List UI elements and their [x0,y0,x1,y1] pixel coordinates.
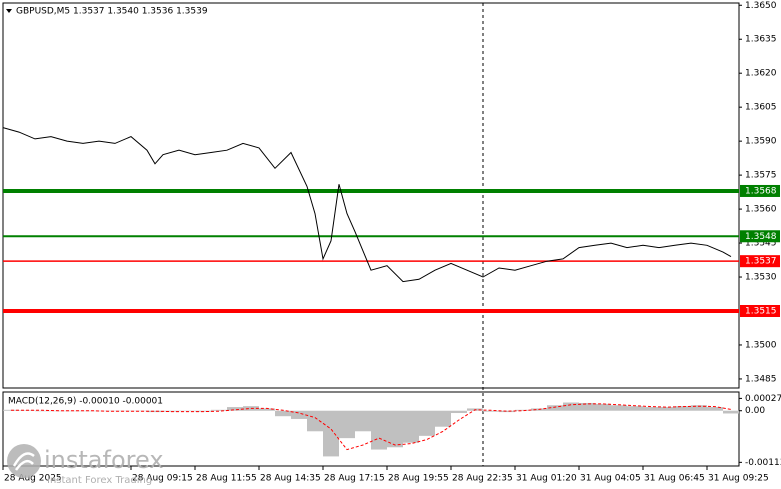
logo-name: instaforex [44,446,164,474]
price-panel [2,2,740,389]
macd-bar [131,410,147,412]
macd-bar [387,410,403,448]
y-tick-label: 1.3530 [745,273,777,283]
macd-bar [403,410,419,443]
x-tick-label: 28 Aug 09:15 [132,474,193,484]
macd-bar [675,406,691,411]
macd-bar [51,410,67,412]
x-tick-label: 31 Aug 06:45 [644,474,705,484]
macd-bar [659,407,675,411]
x-tick-label: 28 Aug 17:15 [324,474,385,484]
level-label-box [740,230,780,243]
macd-bar [579,402,595,411]
macd-bar [419,410,435,436]
y-tick-label: 0.00027 [745,394,781,404]
macd-bar [323,410,339,457]
y-tick-label: 1.3605 [745,103,777,113]
macd-panel [2,391,740,467]
y-tick-label: -0.00113 [745,458,781,468]
logo: instaforex Instant Forex Trading [7,444,164,486]
macd-bar [291,410,307,419]
x-tick-label: 28 Aug 14:35 [260,474,321,484]
macd-title: MACD(12,26,9) -0.00010 -0.00001 [8,397,163,407]
x-tick-label: 28 Aug 19:55 [388,474,449,484]
price-line [2,127,732,283]
macd-bar [339,410,355,439]
macd-bar [451,410,467,414]
macd-bar [723,410,739,414]
macd-bar [435,410,451,427]
y-tick-label: 1.3650 [745,1,777,11]
x-tick-label: 28 Aug 22:35 [452,474,513,484]
macd-bar [499,410,515,413]
macd-bar [547,405,563,411]
macd-bar [627,406,643,411]
x-tick-label: 28 Aug 11:55 [196,474,257,484]
chart-title: GBPUSD,M5 1.3537 1.3540 1.3536 1.3539 [16,7,208,17]
macd-bar [211,409,227,411]
macd-bar [227,407,243,411]
macd-bar [691,405,707,411]
y-tick-label: 1.3590 [745,137,777,147]
logo-icon [12,452,35,471]
macd-bar [563,402,579,411]
macd-bar [307,410,323,432]
y-tick-label: 1.3485 [745,374,777,384]
y-tick-label: 1.3560 [745,205,777,215]
macd-bar [275,410,291,417]
title-arrow [6,9,12,13]
level-label: 1.3537 [745,257,777,267]
macd-bar [67,410,83,412]
level-label-box [740,305,780,317]
macd-bar [179,410,195,412]
level-label: 1.3568 [745,186,777,196]
macd-bar [147,410,163,413]
macd-bar [371,410,387,450]
level-label: 1.3515 [745,307,777,317]
macd-bar [259,408,275,411]
macd-bar [707,407,723,411]
y-tick-label: 0.00 [745,406,765,416]
y-tick-label: 1.3635 [745,35,777,45]
macd-bar [643,407,659,411]
x-tick-label: 31 Aug 09:25 [708,474,769,484]
logo-tagline: Instant Forex Trading [47,475,152,486]
level-label-box [740,184,780,197]
x-tick-label: 31 Aug 04:05 [580,474,641,484]
y-tick-label: 1.3545 [745,239,777,249]
y-tick-label: 1.3500 [745,340,777,350]
x-tick-label: 31 Aug 01:20 [516,474,577,484]
macd-bar [515,409,531,411]
macd-bar [483,410,499,412]
level-label-box [740,255,780,268]
x-tick-label: 28 Aug 2025 [4,474,62,484]
macd-bar [611,405,627,411]
signal-line [11,403,732,451]
level-label: 1.3548 [745,232,777,242]
macd-bar [355,410,371,432]
macd-bar [595,403,611,411]
y-tick-label: 1.3575 [745,171,777,181]
y-tick-label: 1.3620 [745,69,777,79]
macd-bar [35,410,51,412]
